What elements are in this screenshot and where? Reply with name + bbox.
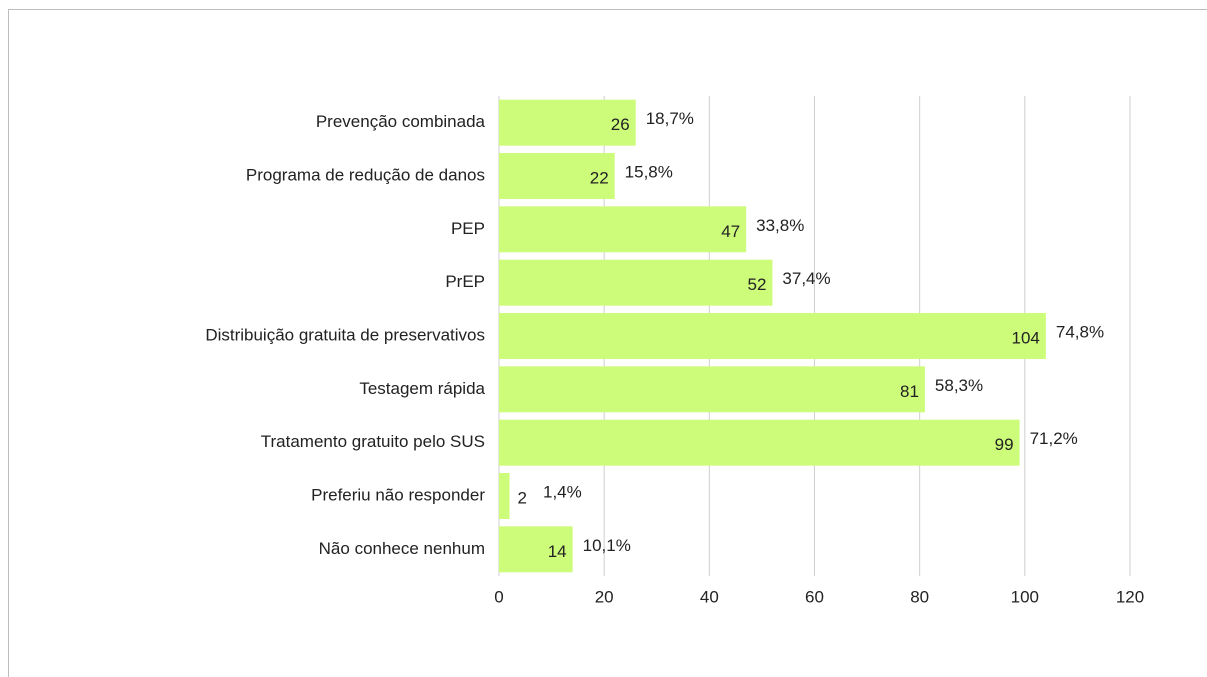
y-tick-label: Prevenção combinada [316,112,486,131]
value-label: 81 [900,382,919,401]
y-tick-label: Distribuição gratuita de preservativos [205,325,485,344]
x-tick-label: 80 [910,587,929,606]
y-tick-label: PrEP [445,272,485,291]
value-label: 22 [590,168,609,187]
bar [499,473,510,519]
share-label: 18,7% [646,109,694,128]
value-label: 52 [748,275,767,294]
share-label: 15,8% [625,162,673,181]
bar [499,313,1046,359]
x-tick-label: 60 [805,587,824,606]
frame [8,9,1207,677]
bar [499,419,1020,466]
value-label: 47 [721,222,740,241]
y-tick-label: PEP [451,219,485,238]
bar [499,526,573,573]
share-label: 10,1% [583,536,631,555]
share-label: 33,8% [756,216,804,235]
share-label: 71,2% [1030,429,1078,448]
value-label: 14 [548,542,567,561]
y-tick-label: Testagem rápida [359,379,485,398]
bar [499,259,773,306]
x-tick-label: 40 [700,587,719,606]
bar [499,206,747,253]
x-tick-label: 120 [1116,587,1144,606]
bar [499,366,925,413]
bar [499,99,636,146]
share-label: 58,3% [935,376,983,395]
value-label: 99 [995,435,1014,454]
share-label: 1,4% [543,482,582,501]
value-label: 2 [518,488,527,507]
x-tick-label: 0 [494,587,503,606]
value-label: 26 [611,115,630,134]
x-tick-label: 100 [1011,587,1039,606]
share-label: 74,8% [1056,322,1104,341]
y-tick-label: Tratamento gratuito pelo SUS [261,432,485,451]
value-label: 104 [1011,328,1039,347]
share-label: 37,4% [782,269,830,288]
y-tick-label: Não conhece nenhum [319,539,485,558]
bar [499,153,615,199]
y-tick-label: Preferiu não responder [311,485,485,504]
y-tick-label: Programa de redução de danos [246,165,485,184]
x-tick-label: 20 [595,587,614,606]
